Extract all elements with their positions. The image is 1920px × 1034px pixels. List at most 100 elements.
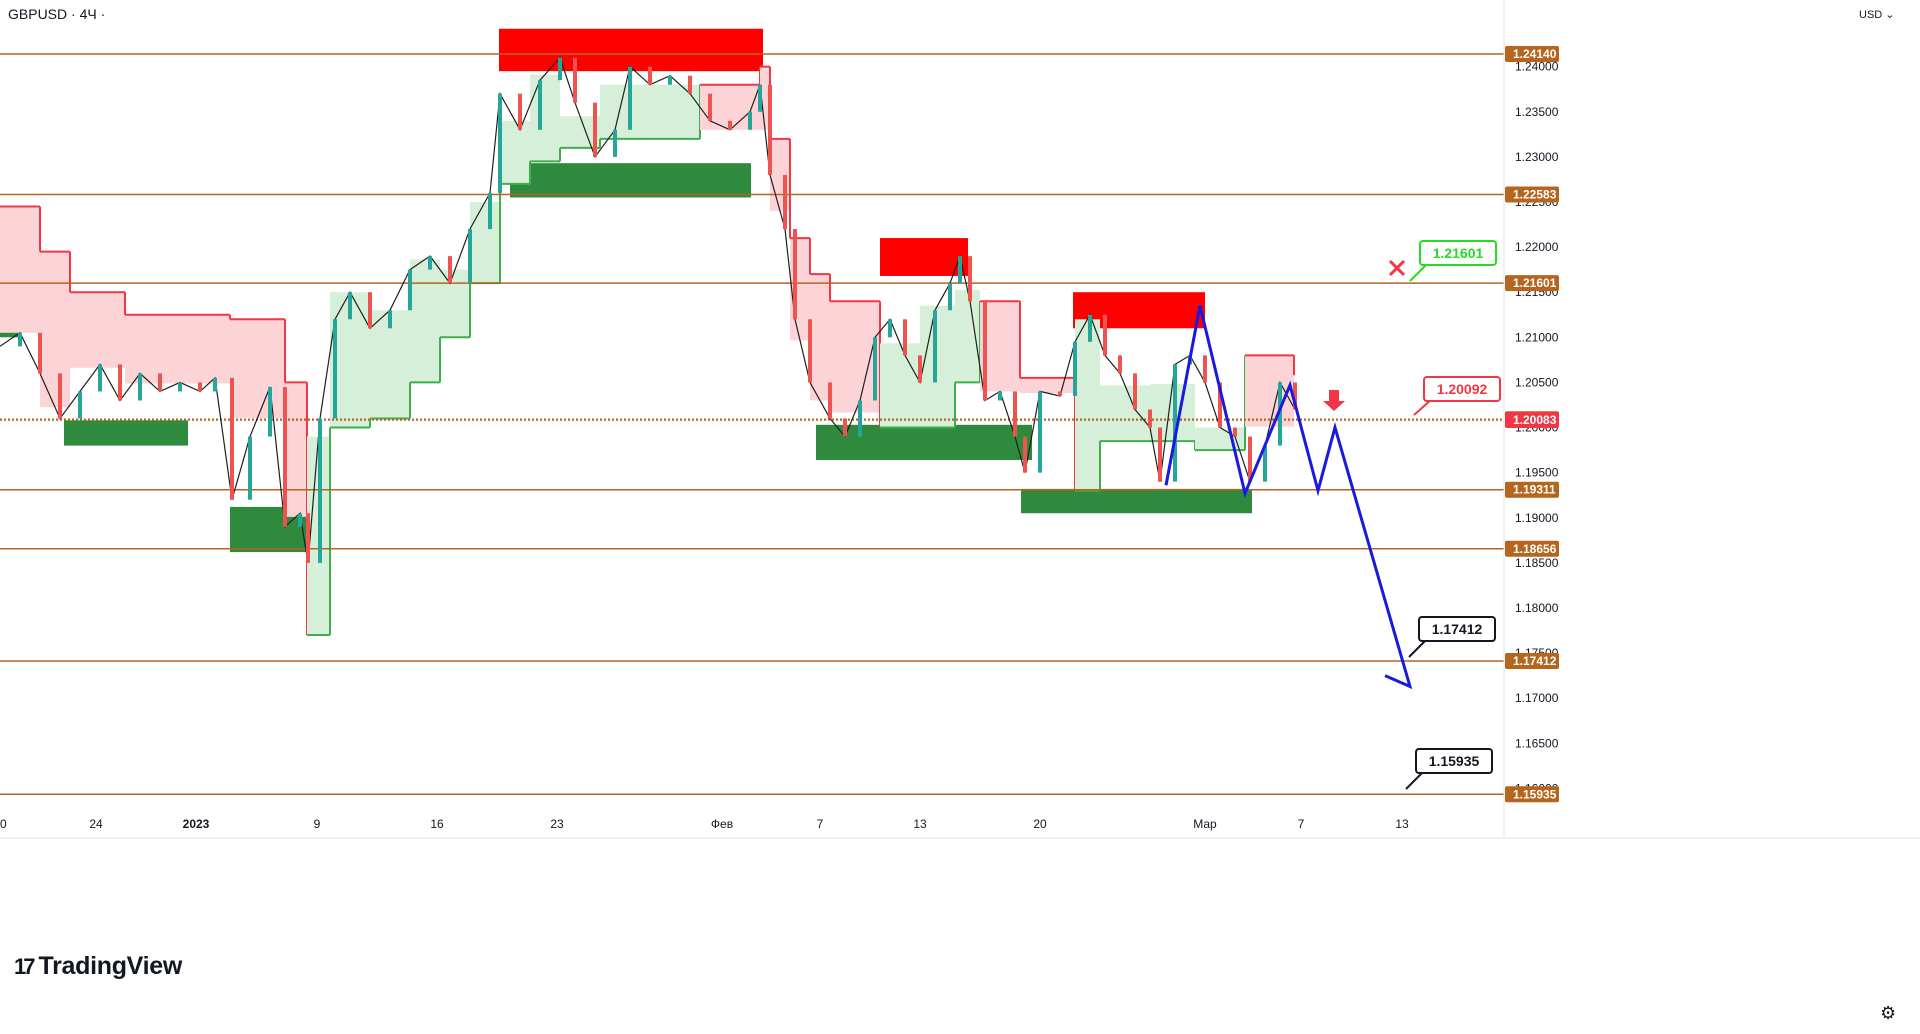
candle-body [933, 310, 937, 383]
band-fill [230, 319, 285, 418]
callout-box [1415, 748, 1493, 774]
demand-zone [1021, 488, 1252, 514]
candle-body [230, 377, 234, 500]
demand-zone [816, 424, 1032, 461]
band-fill [125, 314, 230, 384]
currency-label: USD [1859, 9, 1883, 21]
candle-body [138, 373, 142, 401]
candle-body [998, 391, 1002, 401]
candle-body [1088, 314, 1092, 342]
candle-body [118, 364, 122, 401]
candle-body [858, 400, 862, 437]
band-fill [760, 66, 770, 130]
candle-body [488, 192, 492, 230]
candle-body [958, 256, 962, 284]
price-level-tag [1505, 653, 1559, 670]
currency-selector[interactable]: USD ⌄ [1859, 8, 1895, 21]
price-level-tag-label: 1.22583 [1513, 187, 1557, 201]
y-tick-label: 1.21000 [1515, 330, 1559, 344]
candle-body [968, 256, 972, 302]
candle-body [808, 319, 812, 383]
x-tick-label: 24 [89, 817, 103, 831]
candle-body [538, 80, 542, 130]
symbol-timeframe-label[interactable]: GBPUSD · 4Ч · [8, 6, 106, 22]
demand-zone [510, 163, 751, 198]
price-level-tag [1505, 540, 1559, 557]
supply-zone [880, 238, 968, 276]
y-tick-label: 1.18000 [1515, 601, 1559, 615]
candle-body [573, 57, 577, 103]
y-tick-label: 1.17000 [1515, 691, 1559, 705]
candle-body [98, 364, 102, 392]
candle-body [428, 256, 432, 270]
candle-body [1038, 391, 1042, 473]
projection-path [1164, 305, 1413, 690]
candle-body [768, 84, 772, 175]
band-fill [830, 301, 880, 413]
band-fill [410, 259, 440, 383]
candle-body [1173, 364, 1177, 482]
candle-body [888, 319, 892, 338]
band-fill [920, 305, 955, 428]
arrow-down-icon [1323, 390, 1345, 411]
x-tick-label: 7 [817, 817, 824, 831]
x-tick-label: 16 [430, 817, 444, 831]
price-series-line [0, 56, 1296, 563]
candle-body [178, 382, 182, 392]
band-fill [1075, 319, 1100, 491]
cross-icon [1388, 259, 1406, 277]
price-level-tag-label: 1.24140 [1513, 47, 1557, 61]
band-fill [470, 201, 500, 284]
x-tick-label: 23 [550, 817, 564, 831]
band-fill [40, 251, 70, 408]
price-level-tag [1505, 275, 1559, 292]
x-tick-label: 9 [314, 817, 321, 831]
band-fill [440, 269, 470, 338]
x-tick-label: 20 [1033, 817, 1047, 831]
candle-body [793, 229, 797, 320]
band-fill [955, 289, 980, 383]
band-fill [0, 206, 40, 333]
candle-body [468, 229, 472, 284]
candle-body [903, 319, 907, 356]
candle-body [1278, 382, 1282, 446]
price-level-tag [1505, 186, 1559, 203]
candle-body [158, 373, 162, 392]
callout-label: 1.21601 [1433, 245, 1484, 261]
candle-body [1073, 341, 1077, 396]
candle-body [1293, 382, 1297, 410]
callout-label: 1.17412 [1432, 621, 1483, 637]
candle-body [1023, 436, 1027, 473]
candle-body [198, 382, 202, 392]
x-tick-label: Фев [711, 817, 733, 831]
candle-body [918, 355, 922, 383]
candle-body [983, 301, 987, 401]
candle-body [783, 174, 787, 230]
candle-body [758, 84, 762, 112]
callout-label: 1.20092 [1437, 381, 1488, 397]
candle-body [348, 292, 352, 320]
candle-body [408, 269, 412, 311]
gear-icon[interactable]: ⚙ [1880, 1003, 1897, 1023]
y-tick-label: 1.23000 [1515, 150, 1559, 164]
candle-body [593, 102, 597, 157]
y-tick-label: 1.19500 [1515, 466, 1559, 480]
band-fill [1245, 355, 1294, 427]
candle-body [1233, 427, 1237, 437]
band-fill [810, 274, 830, 401]
candle-body [318, 418, 322, 563]
band-fill [70, 292, 125, 368]
price-level-tag-label: 1.19311 [1513, 483, 1556, 497]
band-fill [285, 382, 307, 517]
callout-box [1423, 376, 1501, 402]
candle-body [728, 120, 732, 130]
candle-body [268, 386, 272, 437]
candle-body [498, 93, 502, 193]
price-level-tag-label: 1.20083 [1513, 413, 1557, 427]
candle-body [1118, 355, 1122, 374]
candle-body [748, 111, 752, 130]
candle-body [1263, 445, 1267, 482]
candle-body [298, 513, 302, 527]
x-tick-label: Мар [1193, 817, 1217, 831]
